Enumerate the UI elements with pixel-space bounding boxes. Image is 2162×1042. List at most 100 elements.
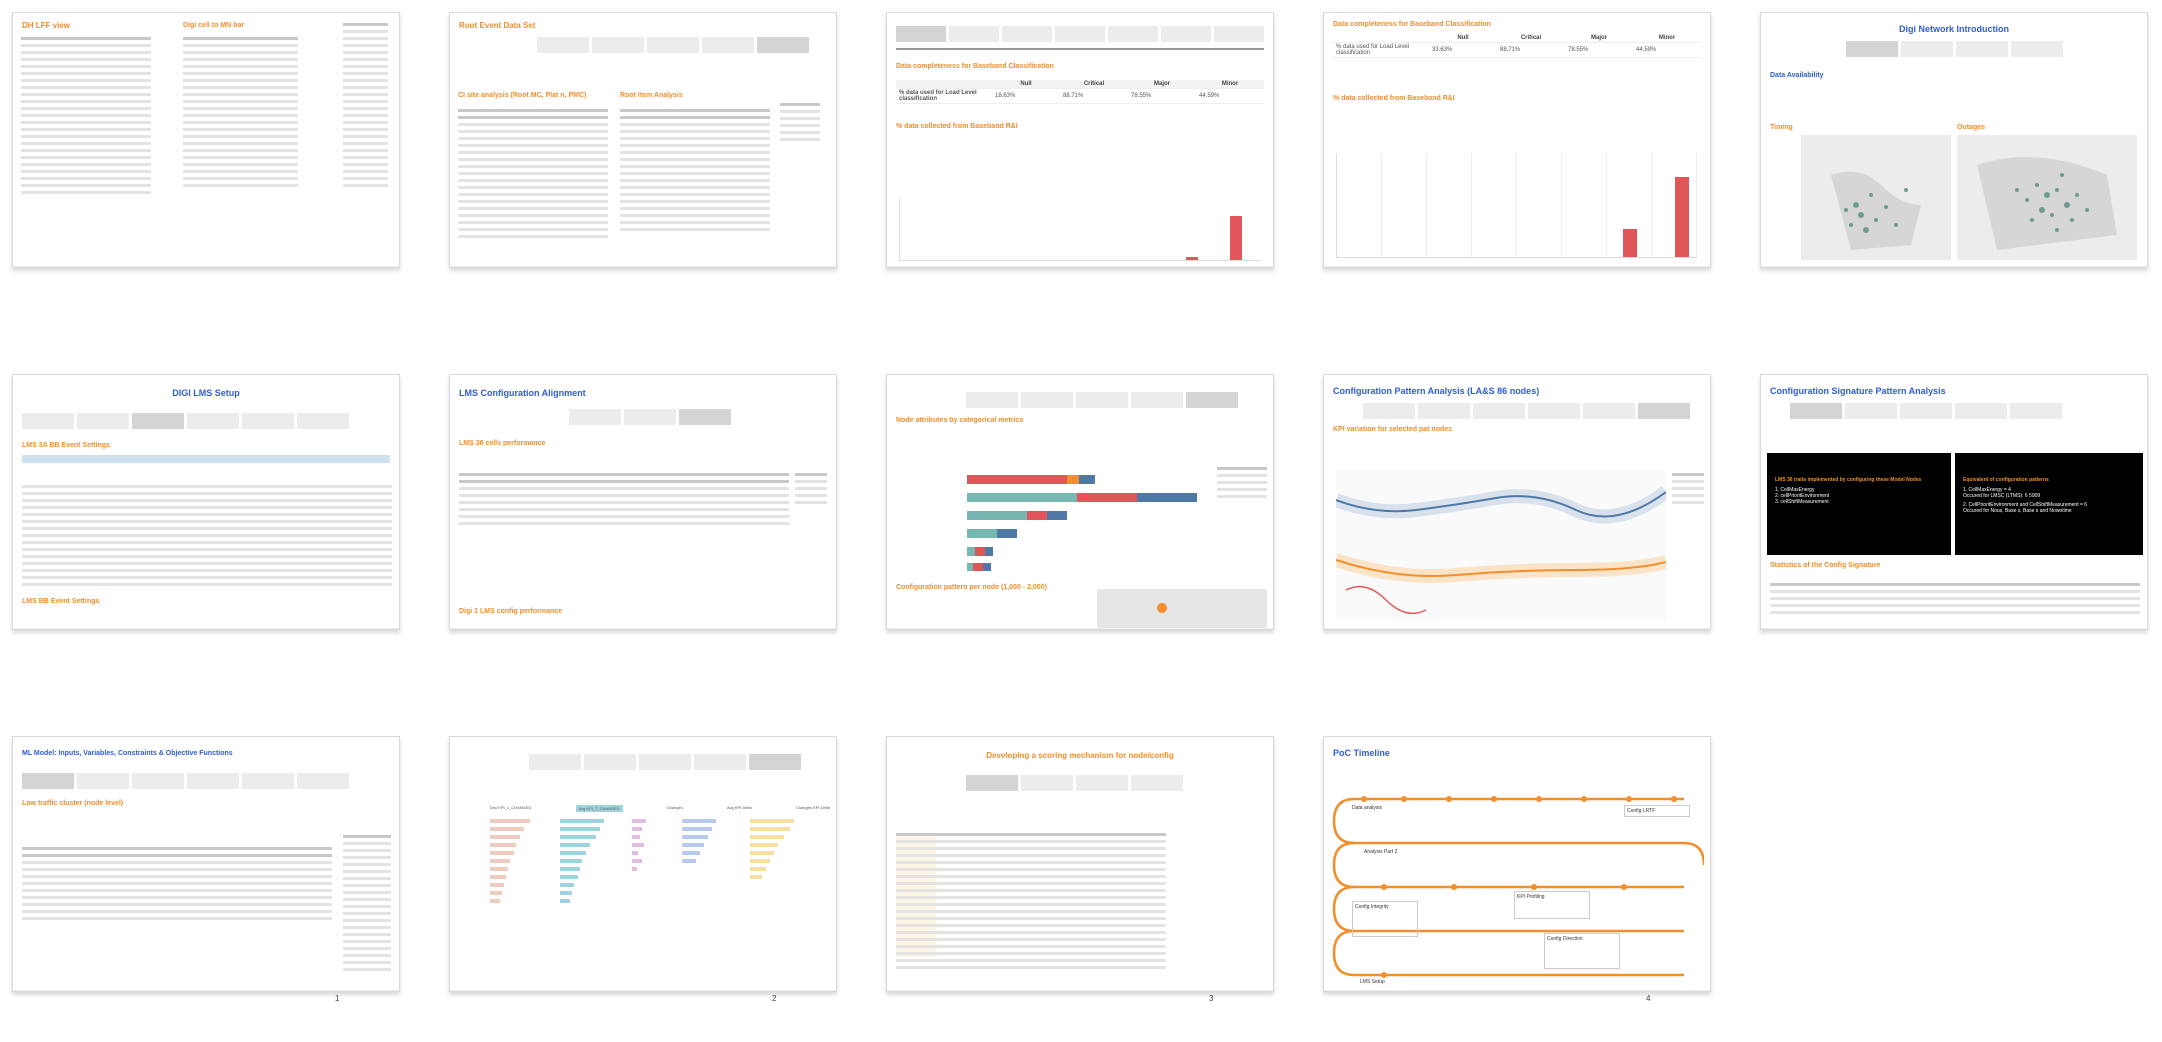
tab-6[interactable] bbox=[1161, 26, 1211, 42]
tab-5[interactable] bbox=[242, 773, 294, 789]
slide-title: Developing a scoring mechanism for node/… bbox=[986, 751, 1174, 760]
timeline-event-5: Config Integrity bbox=[1352, 901, 1418, 937]
legend-placeholder bbox=[1672, 473, 1704, 508]
slide-thumbnail-5[interactable]: Digi Network Introduction Data Availabil… bbox=[1760, 12, 2148, 268]
tab-3[interactable] bbox=[1002, 26, 1052, 42]
tab-6[interactable] bbox=[297, 413, 349, 429]
tab-2[interactable] bbox=[77, 413, 129, 429]
tab-5[interactable] bbox=[242, 413, 294, 429]
tab-1[interactable] bbox=[1790, 403, 1842, 419]
bar-chart bbox=[1336, 153, 1697, 258]
slide-thumbnail-7[interactable]: LMS Configuration Alignment LMS 36 cells… bbox=[449, 374, 837, 630]
tab-5[interactable] bbox=[757, 37, 809, 53]
tab-1[interactable] bbox=[1845, 41, 1898, 57]
tab-4[interactable] bbox=[187, 773, 239, 789]
tab-strip bbox=[519, 37, 827, 53]
slide-title: PoC Timeline bbox=[1333, 748, 1390, 758]
timeline-event-1: Data analysis bbox=[1352, 805, 1383, 811]
tab-1[interactable] bbox=[22, 413, 74, 429]
tab-5[interactable] bbox=[2010, 403, 2062, 419]
tab-strip bbox=[966, 392, 1264, 408]
tab-7[interactable] bbox=[1214, 26, 1264, 42]
timeline-event-7: LMS Setup bbox=[1360, 979, 1385, 985]
tab-3[interactable] bbox=[639, 754, 691, 770]
slide-thumbnail-11[interactable]: ML Model: Inputs, Variables, Constraints… bbox=[12, 736, 400, 992]
tab-1[interactable] bbox=[22, 773, 74, 789]
tab-2[interactable] bbox=[1900, 41, 1953, 57]
tab-strip bbox=[966, 775, 1264, 791]
tab-5[interactable] bbox=[1108, 26, 1158, 42]
tab-1[interactable] bbox=[569, 409, 621, 425]
tab-4[interactable] bbox=[1055, 26, 1105, 42]
slide-thumbnail-1[interactable]: DH LFF view Digi cell to MN bar bbox=[12, 12, 400, 268]
slide-title: Root Event Data Set bbox=[459, 21, 536, 30]
tab-6[interactable] bbox=[297, 773, 349, 789]
tab-3[interactable] bbox=[647, 37, 699, 53]
tab-4[interactable] bbox=[694, 754, 746, 770]
tab-4[interactable] bbox=[1131, 775, 1183, 791]
tab-1[interactable] bbox=[537, 37, 589, 53]
legend-placeholder bbox=[795, 473, 827, 508]
tab-strip bbox=[1790, 403, 2138, 419]
tab-4[interactable] bbox=[2010, 41, 2063, 57]
slide-thumbnail-13[interactable]: Developing a scoring mechanism for node/… bbox=[886, 736, 1274, 992]
tab-5[interactable] bbox=[1186, 392, 1238, 408]
slide-title: DIGI LMS Setup bbox=[172, 388, 240, 398]
table-placeholder-right bbox=[183, 37, 298, 191]
tab-2[interactable] bbox=[949, 26, 999, 42]
tab-4[interactable] bbox=[187, 413, 239, 429]
pattern-map bbox=[1097, 589, 1267, 629]
signature-table-placeholder bbox=[1770, 583, 2140, 618]
slide-thumbnail-10[interactable]: Configuration Signature Pattern Analysis… bbox=[1760, 374, 2148, 630]
tab-5[interactable] bbox=[749, 754, 801, 770]
tab-3[interactable] bbox=[1076, 775, 1128, 791]
tab-1[interactable] bbox=[529, 754, 581, 770]
tab-2[interactable] bbox=[1418, 403, 1470, 419]
slide-thumbnail-6[interactable]: DIGI LMS Setup LMS 3A BB Event Settings … bbox=[12, 374, 400, 630]
slide-subtitle: Digi cell to MN bar bbox=[183, 22, 245, 29]
tab-1[interactable] bbox=[966, 392, 1018, 408]
tab-2[interactable] bbox=[1845, 403, 1897, 419]
slide-title: Configuration Pattern Analysis (LA&S 86 … bbox=[1333, 386, 1540, 396]
table-a-placeholder bbox=[458, 109, 608, 242]
slide-thumbnail-4[interactable]: Data completeness for Baseband Classific… bbox=[1323, 12, 1711, 268]
tab-1[interactable] bbox=[1363, 403, 1415, 419]
tab-6[interactable] bbox=[1638, 403, 1690, 419]
slide-thumbnail-14[interactable]: PoC Timeline Data analysis Config LRTF A… bbox=[1323, 736, 1711, 992]
tab-3[interactable] bbox=[1473, 403, 1525, 419]
timeline-event-3: Analysis Part 2 bbox=[1364, 849, 1398, 855]
tab-3[interactable] bbox=[1955, 41, 2008, 57]
tab-4[interactable] bbox=[1131, 392, 1183, 408]
tab-2[interactable] bbox=[1021, 775, 1073, 791]
tab-3[interactable] bbox=[679, 409, 731, 425]
tab-3[interactable] bbox=[132, 413, 184, 429]
section-title-a: Node attributes by categorical metrics bbox=[896, 417, 1024, 424]
tab-strip bbox=[1363, 403, 1701, 419]
slide-thumbnail-2[interactable]: Root Event Data Set CI site analysis (Ro… bbox=[449, 12, 837, 268]
tab-3[interactable] bbox=[1900, 403, 1952, 419]
tab-2[interactable] bbox=[77, 773, 129, 789]
slide-thumbnail-12[interactable]: Dec KPI_1_CHANGED Avg KPI_7_CHANGED Chan… bbox=[449, 736, 837, 992]
tab-4[interactable] bbox=[702, 37, 754, 53]
performance-table-placeholder bbox=[459, 473, 789, 529]
tab-2[interactable] bbox=[584, 754, 636, 770]
section-title-a: Low traffic cluster (node level) bbox=[22, 800, 124, 807]
tab-1[interactable] bbox=[896, 26, 946, 42]
tab-4[interactable] bbox=[1528, 403, 1580, 419]
tab-2[interactable] bbox=[624, 409, 676, 425]
tab-4[interactable] bbox=[1955, 403, 2007, 419]
tab-2[interactable] bbox=[1021, 392, 1073, 408]
tab-2[interactable] bbox=[592, 37, 644, 53]
section-title-a: CI site analysis (Root MC, Plat n, PMC) bbox=[458, 92, 587, 99]
section-title-a: Statistics of the Config Signature bbox=[1770, 562, 1881, 569]
tab-3[interactable] bbox=[1076, 392, 1128, 408]
slide-thumbnail-9[interactable]: Configuration Pattern Analysis (LA&S 86 … bbox=[1323, 374, 1711, 630]
cluster-table-placeholder bbox=[22, 847, 332, 924]
tab-3[interactable] bbox=[132, 773, 184, 789]
slide-thumbnail-8[interactable]: Node attributes by categorical metrics C… bbox=[886, 374, 1274, 630]
map-b-label: Outages bbox=[1957, 124, 1986, 131]
slide-thumbnail-3[interactable]: Data completeness for Baseband Classific… bbox=[886, 12, 1274, 268]
tab-1[interactable] bbox=[966, 775, 1018, 791]
tab-5[interactable] bbox=[1583, 403, 1635, 419]
bar-major bbox=[1186, 257, 1198, 260]
